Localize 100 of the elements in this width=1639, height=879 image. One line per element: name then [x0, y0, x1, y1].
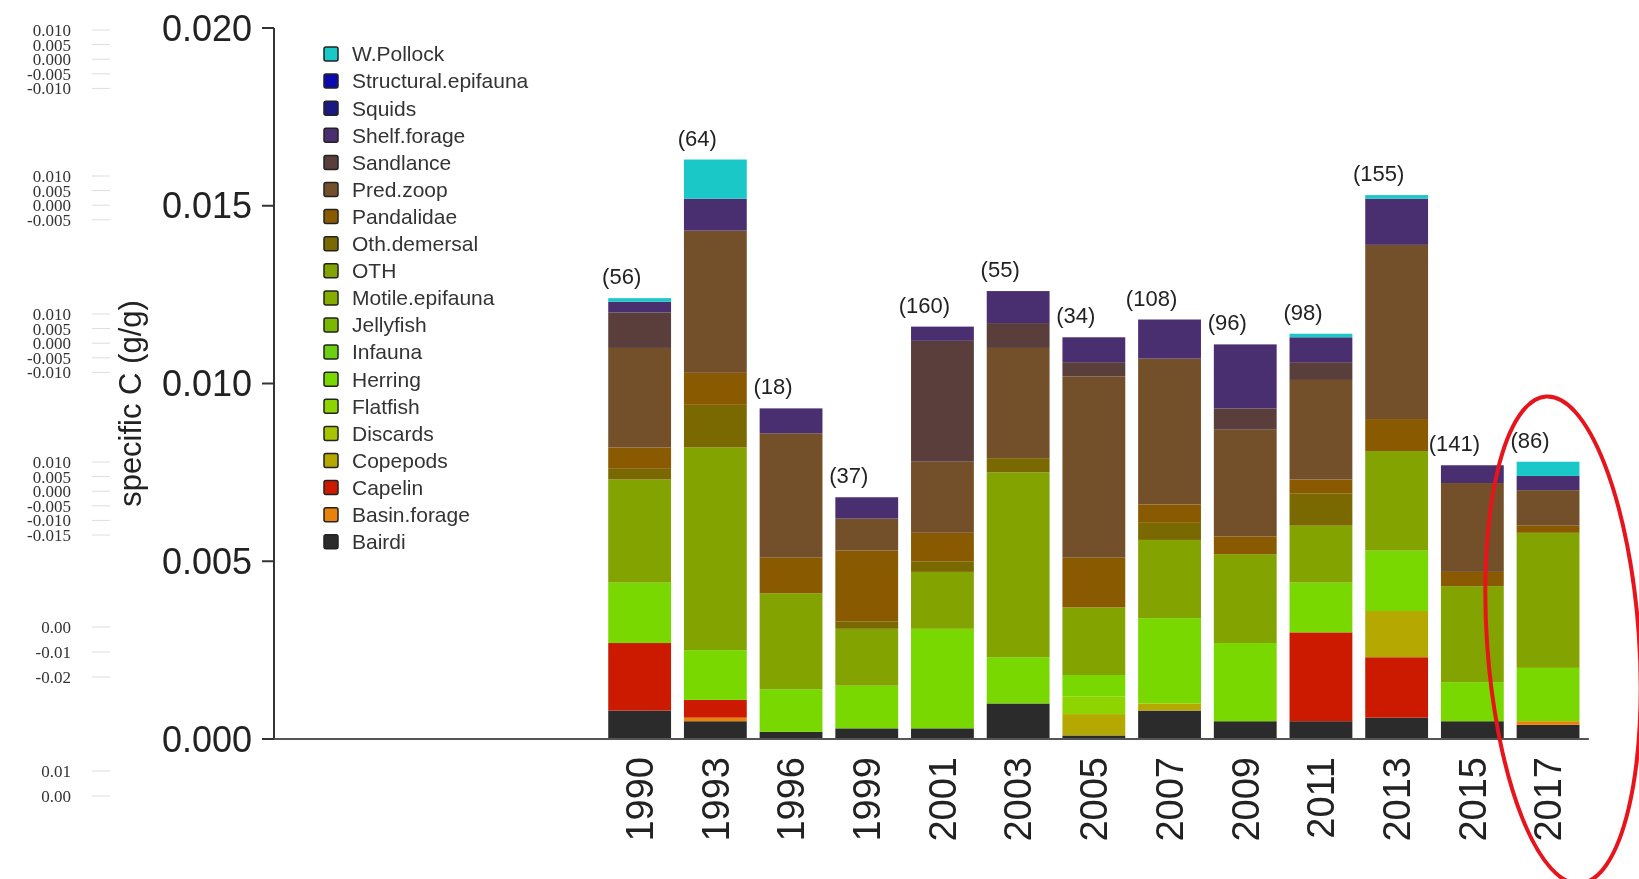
bar: [1365, 611, 1429, 658]
bar: [1289, 337, 1353, 363]
legend-label: Discards: [352, 421, 434, 445]
bar: [835, 621, 899, 629]
x-tick-label: 2011: [1300, 757, 1343, 839]
text: 0.010 0.005 0.000 -0.005 -0.010: [27, 304, 71, 383]
bar: [683, 404, 747, 448]
x-tick-label: 1999: [846, 757, 889, 842]
bar: [1516, 532, 1580, 668]
bar: [1289, 379, 1353, 480]
legend-label: Capelin: [352, 475, 424, 499]
bar: [1365, 419, 1429, 452]
bar: [1213, 721, 1277, 739]
bar: [1365, 195, 1429, 199]
bar: [1138, 703, 1201, 711]
annotation: (55): [980, 257, 1020, 283]
bar: [608, 468, 672, 480]
bar: [911, 628, 974, 729]
legend-label: Pandalidae: [352, 204, 458, 228]
annotation: (160): [898, 292, 951, 318]
y-tick-label: 0.000: [161, 718, 252, 760]
bar: [1062, 337, 1126, 363]
bar: [1365, 717, 1429, 739]
bar: [835, 728, 899, 739]
y-tick-label: 0.015: [161, 185, 252, 227]
bar: [1289, 479, 1353, 494]
bar: [835, 497, 899, 519]
bar: [1516, 525, 1580, 533]
x-tick-label: 1993: [694, 757, 737, 842]
bar: [1365, 550, 1429, 612]
bar: [1365, 198, 1429, 245]
x-tick-label: 2007: [1148, 757, 1191, 842]
bar: [1213, 408, 1277, 430]
legend-label: W.Pollock: [352, 42, 445, 66]
bar: [986, 458, 1050, 473]
bar: [986, 291, 1050, 324]
bar: [986, 323, 1050, 348]
bar: [911, 571, 974, 629]
bar: [1516, 490, 1580, 526]
bar: [1213, 429, 1277, 537]
x-tick-label: 2003: [997, 757, 1040, 842]
bar: [759, 689, 823, 732]
bar: [1062, 376, 1126, 558]
bar: [1289, 525, 1353, 583]
bar: [759, 557, 823, 594]
bar: [1062, 557, 1126, 608]
bar: [608, 301, 672, 313]
bar: [1213, 554, 1277, 644]
bar: [608, 479, 672, 583]
x-tick-label: 1996: [770, 757, 813, 842]
annotation: (18): [753, 374, 793, 400]
bar: [911, 532, 974, 562]
x-tick-label: 2009: [1224, 757, 1267, 842]
bar: [1289, 721, 1353, 739]
text: 0.010 0.005 0.000 -0.005 -0.010 -0.015: [27, 452, 71, 545]
bar: [1062, 362, 1126, 377]
legend-label: Infauna: [352, 340, 423, 364]
legend-label: Squids: [352, 96, 417, 120]
legend-label: Sandlance: [352, 150, 452, 174]
bar: [1138, 618, 1201, 704]
bar: [1516, 475, 1580, 491]
bar: [1213, 643, 1277, 722]
bar: [683, 372, 747, 405]
bar: [1289, 493, 1353, 526]
bar: [1289, 362, 1353, 380]
bar: [911, 561, 974, 572]
bar: [1138, 522, 1201, 540]
annotation: (108): [1125, 285, 1178, 311]
bar: [986, 703, 1050, 739]
legend-label: Shelf.forage: [352, 123, 466, 147]
legend-label: Bairdi: [352, 530, 406, 554]
bar: [1516, 461, 1580, 476]
bar: [608, 347, 672, 448]
bar: [1213, 344, 1277, 409]
bar: [683, 198, 747, 231]
x-tick-label: 2015: [1451, 757, 1494, 842]
bar: [608, 312, 672, 348]
annotation: (86): [1510, 427, 1550, 453]
bar: [683, 159, 747, 199]
x-tick-label: 1990: [618, 757, 661, 842]
bar: [835, 685, 899, 729]
annotation: (34): [1056, 303, 1096, 329]
x-tick-label: 2005: [1073, 757, 1116, 842]
bar: [1440, 721, 1504, 739]
bar: [911, 326, 974, 341]
text: 0.00 -0.01 -0.02: [35, 617, 71, 687]
bar: [608, 582, 672, 644]
bar: [1062, 696, 1126, 715]
bar: [1516, 724, 1580, 739]
x-tick-label: 2013: [1375, 757, 1418, 842]
bar: [759, 408, 823, 434]
bar: [835, 628, 899, 686]
bar: [1289, 632, 1353, 722]
bar: [986, 657, 1050, 704]
legend-label: Pred.zoop: [352, 177, 448, 201]
bar: [1289, 582, 1353, 633]
bar: [608, 643, 672, 711]
y-tick-label: 0.020: [161, 7, 252, 49]
bar: [608, 447, 672, 469]
bar: [1213, 536, 1277, 555]
